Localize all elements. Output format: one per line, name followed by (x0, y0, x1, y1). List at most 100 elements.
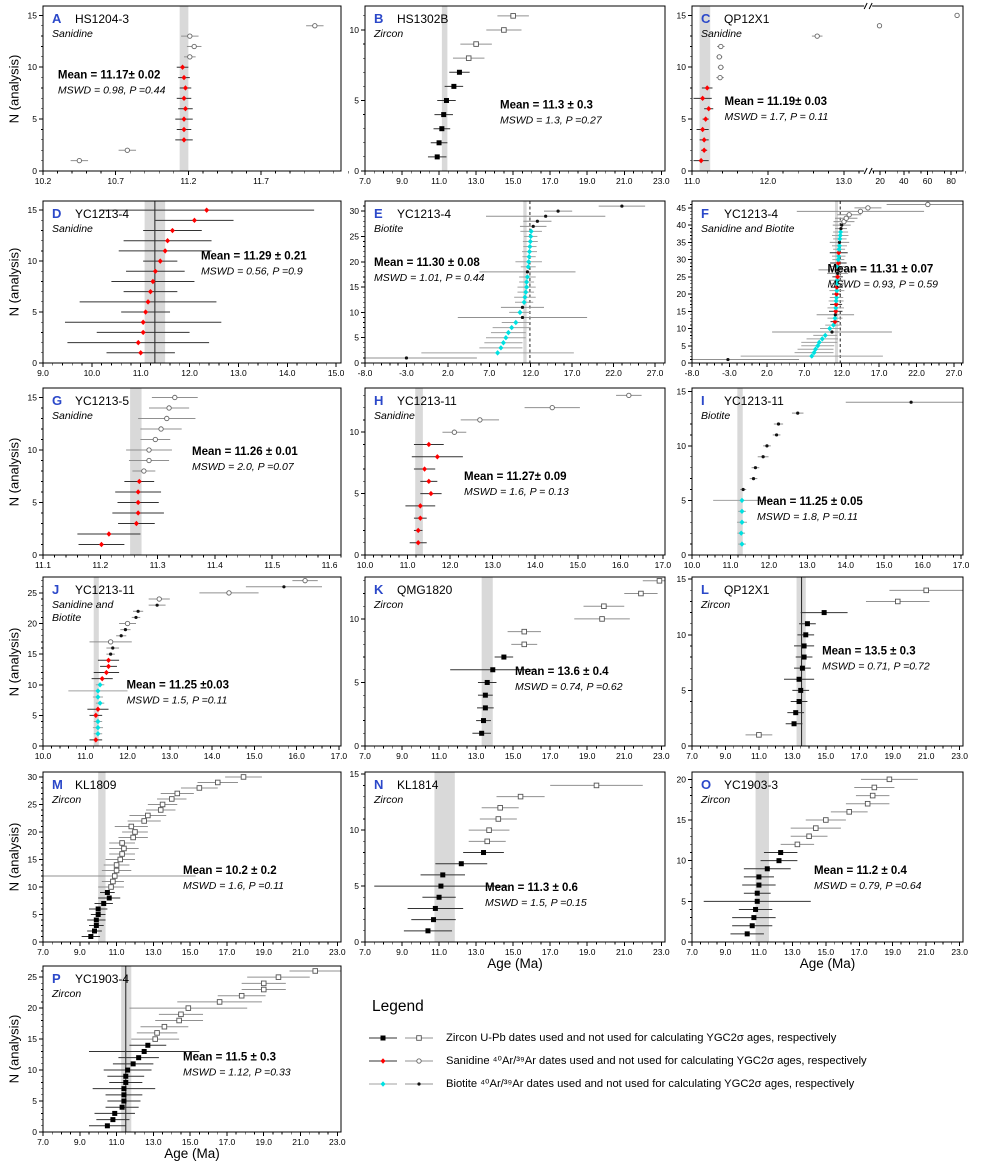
panel-F-chart: -8.0 -3.0 2.0 7.0 12.0 17.0 22.0 27.0 0 5 10 15 20 25… (677, 200, 964, 378)
svg-text:-8.0: -8.0 (685, 368, 700, 378)
data-points (64, 207, 315, 356)
panel-letter: F (701, 206, 709, 221)
svg-text:7.0: 7.0 (359, 947, 371, 957)
svg-text:10: 10 (677, 62, 687, 72)
svg-text:15.0: 15.0 (505, 176, 522, 186)
svg-text:20: 20 (28, 827, 38, 837)
y-axis-title: N (analysis) (6, 627, 22, 696)
svg-text:15: 15 (677, 815, 687, 825)
sample-name: QP12X1 (724, 583, 770, 597)
svg-text:0: 0 (354, 358, 359, 368)
svg-text:23.0: 23.0 (329, 947, 346, 957)
sample-name: YC1213-11 (724, 394, 784, 408)
y-axis-title: N (analysis) (6, 822, 22, 892)
panel-J-chart: 10.0 11.0 12.0 13.0 14.0 15.0 16.0 17.0 0 5 10 15 20… (28, 576, 347, 761)
svg-text:0: 0 (32, 1127, 37, 1137)
panel-N: 7.0 9.0 11.0 13.0 15.0 17.0 19.0 21.0 23.0 0 5 10 15… (333, 764, 679, 970)
panel-letter: A (52, 11, 62, 26)
svg-text:14.0: 14.0 (204, 751, 221, 761)
svg-text:10: 10 (350, 427, 360, 437)
svg-text:17.0: 17.0 (871, 368, 888, 378)
svg-text:45: 45 (677, 203, 687, 213)
svg-text:25: 25 (677, 272, 687, 282)
mineral-label: Sanidine and Biotite (701, 223, 795, 235)
svg-text:12.0: 12.0 (181, 368, 198, 378)
svg-text:9.0: 9.0 (396, 947, 408, 957)
svg-text:40: 40 (677, 220, 687, 230)
svg-text:10: 10 (350, 825, 360, 835)
svg-text:19.0: 19.0 (255, 947, 272, 957)
svg-text:0: 0 (354, 166, 359, 176)
legend-item-label: Sanidine ⁴⁰Ar/³⁹Ar dates used and not us… (446, 1055, 867, 1067)
panel-K: 7.0 9.0 11.0 13.0 15.0 17.0 19.0 21.0 23.0 0 5 10 K Q… (333, 569, 679, 774)
sample-name: YC1903-3 (724, 778, 778, 792)
y-axis-title: N (analysis) (6, 1014, 22, 1084)
panel-B: 7.0 9.0 11.0 13.0 15.0 17.0 19.0 21.0 23.0 0 5 10 B H… (333, 0, 679, 199)
svg-text:16.0: 16.0 (288, 751, 305, 761)
svg-text:13.0: 13.0 (468, 176, 485, 186)
panel-C-chart: 11.0 12.0 13.0 20 40 60 80 0 5 10 15 C QP12X1 Sanidin… (677, 2, 967, 186)
svg-text:40: 40 (899, 176, 909, 186)
svg-text:11.0: 11.0 (431, 176, 447, 186)
x-axis-title: Age (Ma) (487, 956, 543, 971)
mswd-label: MSWD = 0.71, P =0.72 (822, 661, 930, 673)
panel-N-chart: 7.0 9.0 11.0 13.0 15.0 17.0 19.0 21.0 23.0 0 5 10 15… (350, 769, 670, 957)
sample-name: QMG1820 (397, 583, 453, 597)
mean-label: Mean = 10.2 ± 0.2 (183, 865, 277, 877)
mean-band (755, 772, 769, 942)
mean-label: Mean = 13.6 ± 0.4 (515, 666, 609, 678)
data-points (693, 12, 960, 164)
sample-name: YC1213-11 (75, 583, 135, 597)
svg-text:12.0: 12.0 (522, 368, 539, 378)
mswd-label: MSWD = 1.5, P =0.15 (485, 897, 587, 909)
data-points (692, 201, 963, 362)
svg-text:11.0: 11.0 (722, 560, 738, 570)
svg-text:19.0: 19.0 (255, 1137, 272, 1147)
legend-item-label: Biotite ⁴⁰Ar/³⁹Ar dates used and not use… (446, 1078, 855, 1090)
svg-text:7.0: 7.0 (359, 176, 371, 186)
svg-text:13.0: 13.0 (162, 751, 179, 761)
panel-letter: N (374, 777, 383, 792)
panel-H: 10.0 11.0 12.0 13.0 14.0 15.0 16.0 17.0 0 5 10 H YC1… (333, 380, 679, 583)
svg-text:17.0: 17.0 (219, 1137, 236, 1147)
legend-item-sanidine: Sanidine ⁴⁰Ar/³⁹Ar dates used and not us… (368, 1054, 988, 1067)
svg-text:15: 15 (677, 306, 687, 316)
svg-text:0: 0 (32, 741, 37, 751)
svg-text:20: 20 (28, 619, 38, 629)
panel-letter: I (701, 393, 705, 408)
panel-E-chart: -8.0 -3.0 2.0 7.0 12.0 17.0 22.0 27.0 0 5 10 15 20 25… (350, 200, 666, 378)
mean-label: Mean = 11.26 ± 0.01 (192, 446, 298, 458)
svg-text:10: 10 (350, 307, 360, 317)
mean-band (415, 388, 423, 555)
mineral-label: Zircon (373, 599, 403, 611)
svg-text:15: 15 (350, 282, 360, 292)
biotite-unused-marker-icon (404, 1079, 434, 1089)
svg-text:5: 5 (32, 710, 37, 720)
panel-letter: M (52, 777, 63, 792)
svg-text:0: 0 (32, 550, 37, 560)
svg-text:22.0: 22.0 (605, 368, 622, 378)
svg-text:23.0: 23.0 (951, 947, 968, 957)
svg-text:7.0: 7.0 (37, 1137, 49, 1147)
svg-text:15: 15 (677, 574, 687, 584)
svg-text:5: 5 (32, 307, 37, 317)
svg-text:11.6: 11.6 (322, 560, 338, 570)
panel-E: -8.0 -3.0 2.0 7.0 12.0 17.0 22.0 27.0 0 5 10 15 20 25… (333, 193, 679, 391)
svg-text:10: 10 (350, 614, 360, 624)
svg-text:15: 15 (677, 386, 687, 396)
mean-label: Mean = 11.30 ± 0.08 (374, 257, 480, 269)
svg-text:10.0: 10.0 (84, 368, 101, 378)
svg-text:25: 25 (28, 799, 38, 809)
svg-text:15.0: 15.0 (818, 751, 835, 761)
panel-letter: B (374, 11, 383, 26)
svg-text:5: 5 (681, 685, 686, 695)
svg-text:15: 15 (28, 205, 38, 215)
mswd-label: MSWD = 0.98, P =0.44 (58, 85, 166, 97)
mean-label: Mean = 11.17± 0.02 (58, 70, 161, 82)
panel-G-chart: 11.1 11.2 11.3 11.4 11.5 11.6 0 5 10 15 G YC1213-5 S… (28, 387, 342, 570)
svg-text:2.0: 2.0 (761, 368, 773, 378)
svg-text:20: 20 (350, 257, 360, 267)
svg-text:23.0: 23.0 (329, 1137, 346, 1147)
svg-text:10.0: 10.0 (357, 560, 374, 570)
svg-text:10: 10 (28, 62, 38, 72)
